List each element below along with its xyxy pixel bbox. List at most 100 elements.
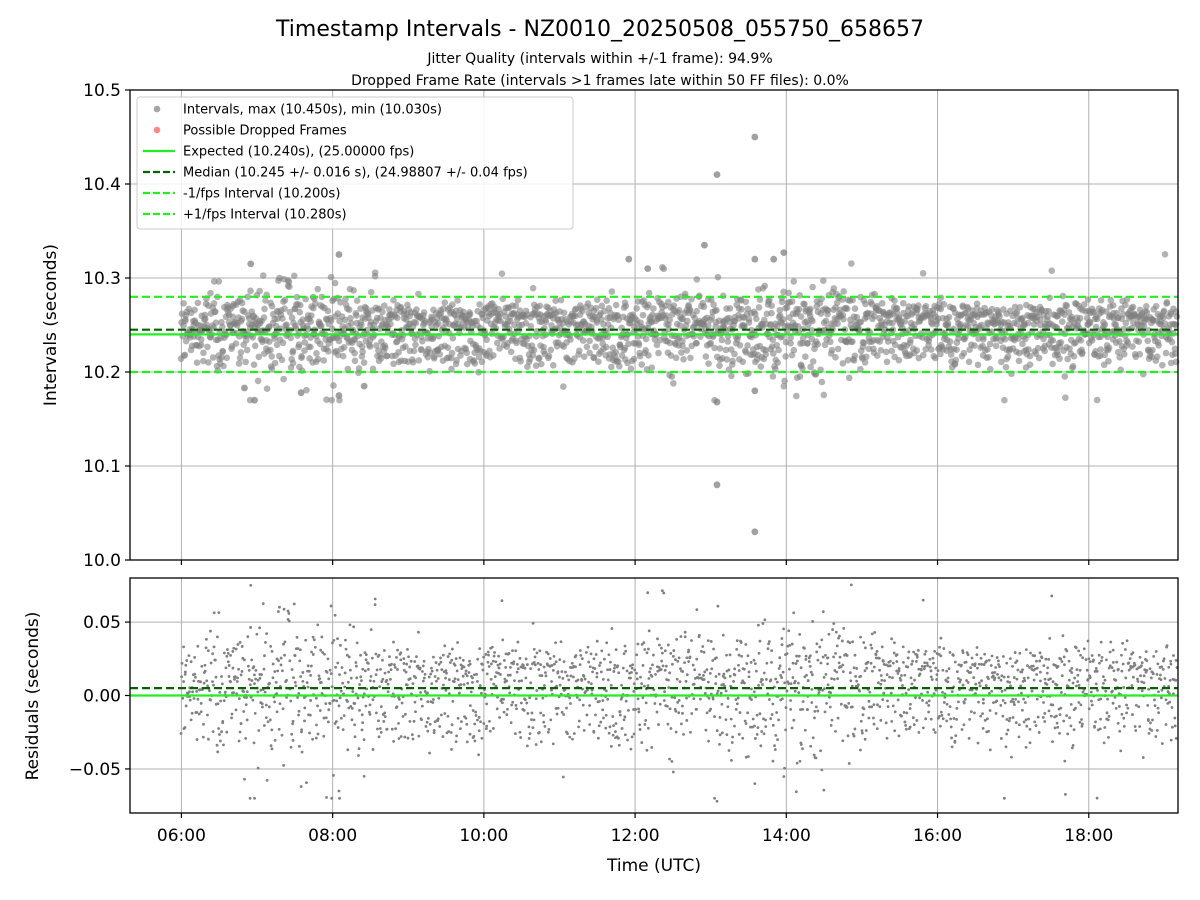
residual-point bbox=[587, 680, 591, 684]
bottom-y-tick-label: 0.05 bbox=[83, 613, 121, 633]
residual-point bbox=[1059, 706, 1063, 710]
residual-point bbox=[1086, 677, 1090, 681]
interval-point bbox=[780, 382, 788, 390]
residual-point bbox=[612, 724, 616, 728]
residual-point bbox=[518, 730, 522, 734]
interval-point bbox=[1120, 325, 1127, 333]
interval-point bbox=[373, 342, 380, 349]
interval-point bbox=[1093, 396, 1101, 404]
interval-point bbox=[288, 314, 296, 322]
interval-point bbox=[334, 351, 342, 359]
residual-point bbox=[1069, 702, 1073, 706]
residual-point bbox=[777, 718, 780, 722]
residual-point bbox=[223, 690, 227, 694]
residual-point bbox=[806, 708, 809, 711]
residual-point bbox=[1011, 664, 1014, 668]
interval-point bbox=[1109, 302, 1117, 309]
residual-point bbox=[290, 668, 294, 671]
interval-point bbox=[286, 308, 294, 316]
interval-point bbox=[1114, 348, 1122, 356]
interval-point bbox=[955, 335, 962, 342]
residual-point bbox=[719, 691, 723, 695]
residual-point bbox=[630, 735, 634, 739]
residual-point bbox=[209, 661, 213, 665]
residual-point bbox=[623, 644, 627, 648]
residual-point bbox=[196, 644, 200, 648]
residual-point bbox=[1173, 724, 1177, 728]
residual-point bbox=[901, 684, 904, 687]
residual-point bbox=[311, 737, 314, 741]
legend-marker bbox=[153, 105, 161, 113]
residual-point bbox=[1034, 724, 1038, 728]
residual-point bbox=[269, 744, 273, 748]
residual-point bbox=[1042, 701, 1045, 704]
residual-point bbox=[577, 719, 581, 723]
interval-point bbox=[998, 358, 1005, 366]
residual-point bbox=[1027, 717, 1030, 721]
interval-point bbox=[645, 352, 652, 359]
residual-outlier-point bbox=[362, 774, 366, 778]
residual-point bbox=[633, 668, 637, 672]
interval-point bbox=[1124, 339, 1132, 346]
residual-point bbox=[598, 700, 601, 703]
interval-point bbox=[314, 355, 322, 363]
residual-point bbox=[300, 728, 304, 732]
residual-point bbox=[908, 707, 912, 710]
interval-point bbox=[448, 365, 455, 373]
residual-point bbox=[245, 690, 249, 694]
legend-marker bbox=[153, 126, 161, 134]
residual-point bbox=[588, 723, 592, 726]
interval-point bbox=[809, 317, 816, 325]
residual-point bbox=[839, 702, 843, 706]
residual-point bbox=[494, 684, 498, 688]
residual-point bbox=[1161, 667, 1165, 671]
residual-point bbox=[1008, 657, 1012, 661]
residual-point bbox=[1123, 648, 1127, 651]
residual-point bbox=[782, 775, 786, 778]
residual-point bbox=[554, 706, 558, 710]
interval-point bbox=[347, 319, 355, 327]
interval-point bbox=[1092, 347, 1099, 355]
residual-point bbox=[668, 707, 672, 711]
residual-point bbox=[531, 726, 535, 730]
residual-point bbox=[212, 645, 216, 649]
residual-point bbox=[199, 680, 203, 684]
residual-point bbox=[1004, 745, 1008, 749]
residual-point bbox=[211, 730, 215, 733]
interval-point bbox=[1048, 267, 1056, 274]
interval-outlier-point bbox=[335, 251, 343, 258]
interval-point bbox=[742, 298, 750, 306]
residual-point bbox=[338, 696, 342, 700]
interval-point bbox=[946, 338, 954, 345]
residual-point bbox=[760, 730, 764, 733]
residual-point bbox=[994, 666, 998, 669]
interval-point bbox=[757, 363, 765, 370]
interval-point bbox=[676, 322, 684, 329]
residual-point bbox=[660, 659, 664, 663]
residual-point bbox=[1101, 675, 1105, 679]
residual-point bbox=[1155, 673, 1159, 676]
residual-point bbox=[899, 678, 903, 682]
residual-point bbox=[395, 656, 398, 659]
interval-point bbox=[223, 354, 231, 362]
residual-point bbox=[556, 706, 560, 710]
residual-point bbox=[485, 724, 489, 728]
residual-point bbox=[1085, 668, 1089, 672]
interval-point bbox=[418, 346, 425, 354]
residual-point bbox=[645, 651, 649, 655]
residual-point bbox=[921, 726, 925, 730]
interval-point bbox=[603, 297, 610, 304]
residual-point bbox=[993, 676, 997, 680]
residual-point bbox=[1098, 661, 1101, 665]
residual-point bbox=[1138, 725, 1142, 728]
interval-point bbox=[325, 348, 332, 355]
residual-point bbox=[238, 640, 242, 644]
residual-point bbox=[333, 613, 337, 617]
interval-point bbox=[350, 287, 357, 294]
interval-point bbox=[249, 334, 257, 341]
residual-point bbox=[229, 653, 232, 657]
residual-point bbox=[830, 718, 834, 722]
residual-point bbox=[711, 697, 715, 701]
residual-point bbox=[534, 743, 538, 746]
residual-point bbox=[778, 656, 782, 660]
